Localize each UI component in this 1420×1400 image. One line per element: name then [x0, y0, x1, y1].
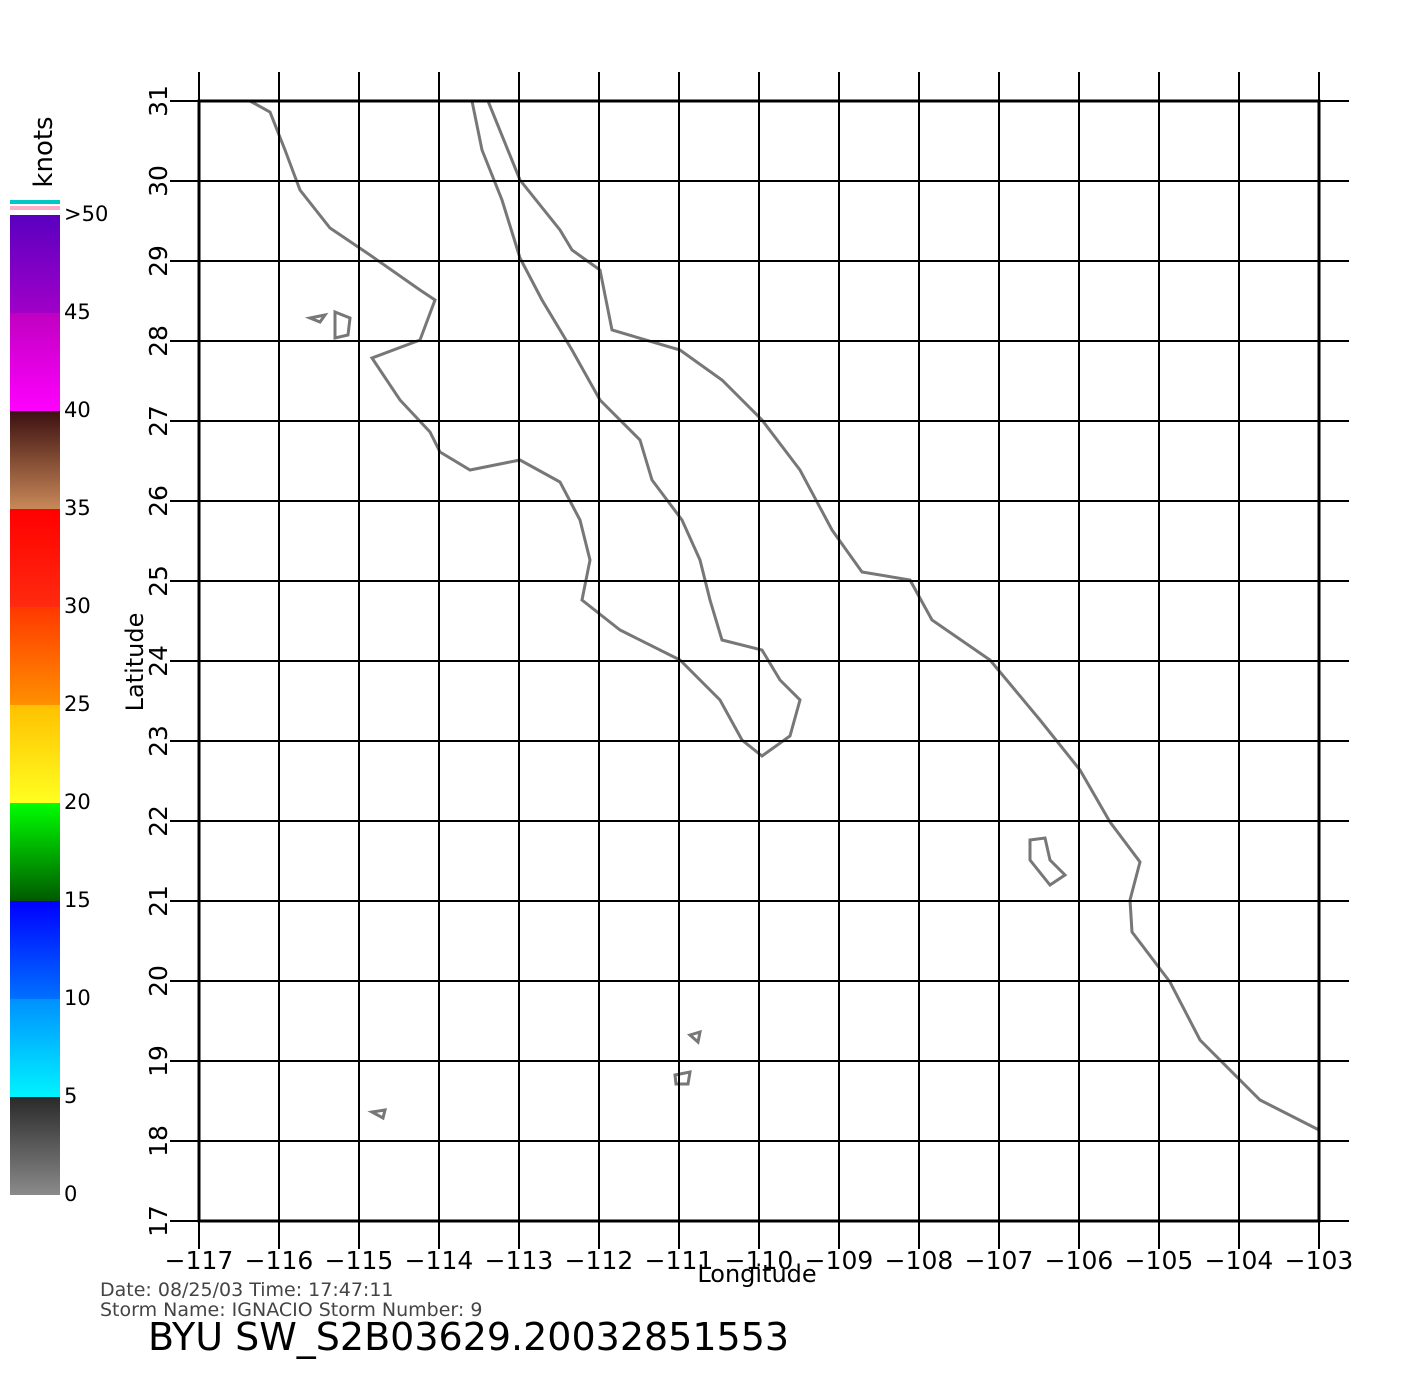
x-tick-label: −115	[325, 1246, 394, 1275]
y-tick-label: 21	[144, 885, 173, 917]
colorbar-tick-label: >50	[64, 202, 108, 226]
x-tick-label: −110	[725, 1246, 794, 1275]
y-tick-label: 20	[144, 965, 173, 997]
x-tick-label: −109	[805, 1246, 874, 1275]
colorbar-tick-label: 15	[64, 888, 91, 912]
x-tick-label: −107	[965, 1246, 1034, 1275]
y-tick-label: 24	[144, 645, 173, 677]
y-tick-label: 18	[144, 1125, 173, 1157]
x-tick-label: −108	[885, 1246, 954, 1275]
colorbar-tick-label: 20	[64, 790, 91, 814]
y-tick-label: 27	[144, 405, 173, 437]
x-tick-label: −116	[245, 1246, 314, 1275]
colorbar-tick-label: 30	[64, 594, 91, 618]
plot-frame	[197, 99, 1321, 1223]
colorbar-tick-label: 0	[64, 1182, 77, 1206]
colorbar-tick-label: 45	[64, 300, 91, 324]
x-axis-title: Longitude	[697, 1260, 816, 1288]
colorbar-band	[10, 1097, 60, 1195]
x-tick-label: −117	[165, 1246, 234, 1275]
x-tick-label: −114	[405, 1246, 474, 1275]
y-tick-label: 28	[144, 325, 173, 357]
footer: BYU SW_S2B03629.20032851553	[148, 1315, 789, 1359]
colorbar-band	[10, 411, 60, 509]
date-line: Date: 08/25/03 Time: 17:47:11	[100, 1279, 394, 1301]
x-tick-label: −111	[645, 1246, 714, 1275]
y-tick-label: 26	[144, 485, 173, 517]
colorbar-cap	[10, 206, 60, 210]
x-tick-label: −104	[1205, 1246, 1274, 1275]
colorbar-band	[10, 803, 60, 901]
x-tick-label: −113	[485, 1246, 554, 1275]
y-tick-label: 19	[144, 1045, 173, 1077]
y-tick-label: 30	[144, 165, 173, 197]
y-axis-title: Latitude	[121, 613, 149, 712]
colorbar-tick-label: 10	[64, 986, 91, 1010]
colorbar-tick-label: 35	[64, 496, 91, 520]
y-tick-label: 31	[144, 85, 173, 117]
colorbar-band	[10, 607, 60, 705]
y-tick-label: 29	[144, 245, 173, 277]
colorbar-cap	[10, 200, 60, 204]
y-tick-label: 23	[144, 725, 173, 757]
x-tick-label: −103	[1285, 1246, 1354, 1275]
y-tick-label: 25	[144, 565, 173, 597]
colorbar-band	[10, 215, 60, 313]
colorbar-tick-label: 40	[64, 398, 91, 422]
colorbar-tick-label: 25	[64, 692, 91, 716]
colorbar-band	[10, 313, 60, 411]
x-tick-label: −105	[1125, 1246, 1194, 1275]
colorbar-tick-label: 5	[64, 1084, 77, 1108]
storm-line: Storm Name: IGNACIO Storm Number: 9	[100, 1299, 482, 1321]
x-tick-label: −106	[1045, 1246, 1114, 1275]
x-tick-label: −112	[565, 1246, 634, 1275]
colorbar-band	[10, 509, 60, 607]
colorbar-label: knots	[29, 116, 59, 187]
colorbar-band	[10, 705, 60, 803]
y-tick-label: 22	[144, 805, 173, 837]
colorbar-band	[10, 999, 60, 1097]
colorbar-band	[10, 901, 60, 999]
y-tick-label: 17	[144, 1205, 173, 1237]
